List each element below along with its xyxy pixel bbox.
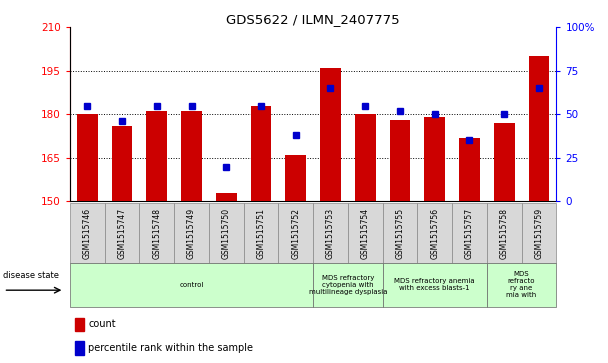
- Text: GSM1515755: GSM1515755: [395, 208, 404, 259]
- Bar: [417, 203, 452, 263]
- Text: GSM1515746: GSM1515746: [83, 208, 92, 259]
- Bar: [70, 203, 105, 263]
- Bar: [528, 56, 550, 201]
- Text: percentile rank within the sample: percentile rank within the sample: [88, 343, 254, 353]
- Text: GSM1515752: GSM1515752: [291, 208, 300, 259]
- Bar: [390, 120, 410, 201]
- Text: GSM1515757: GSM1515757: [465, 208, 474, 259]
- Bar: [313, 203, 348, 263]
- Text: GSM1515750: GSM1515750: [222, 208, 231, 259]
- Bar: [112, 126, 133, 201]
- Text: GSM1515759: GSM1515759: [534, 208, 544, 259]
- Bar: [285, 155, 306, 201]
- Bar: [487, 263, 556, 307]
- Bar: [77, 114, 98, 201]
- Text: MDS
refracto
ry ane
mia with: MDS refracto ry ane mia with: [506, 272, 537, 298]
- Bar: [382, 263, 487, 307]
- Bar: [105, 203, 139, 263]
- Bar: [348, 203, 382, 263]
- Bar: [313, 263, 382, 307]
- Text: control: control: [179, 282, 204, 288]
- Text: MDS refractory anemia
with excess blasts-1: MDS refractory anemia with excess blasts…: [395, 278, 475, 291]
- Bar: [139, 203, 174, 263]
- Bar: [244, 203, 278, 263]
- Title: GDS5622 / ILMN_2407775: GDS5622 / ILMN_2407775: [226, 13, 400, 26]
- Bar: [250, 106, 271, 201]
- Bar: [487, 203, 522, 263]
- Text: GSM1515756: GSM1515756: [430, 208, 439, 259]
- Bar: [75, 318, 83, 331]
- Text: count: count: [88, 319, 116, 330]
- Bar: [209, 203, 244, 263]
- Text: GSM1515747: GSM1515747: [117, 208, 126, 259]
- Bar: [174, 203, 209, 263]
- Text: disease state: disease state: [4, 271, 60, 280]
- Text: GSM1515749: GSM1515749: [187, 208, 196, 259]
- Bar: [522, 203, 556, 263]
- Text: GSM1515753: GSM1515753: [326, 208, 335, 259]
- Bar: [216, 193, 237, 201]
- Bar: [70, 263, 313, 307]
- Bar: [181, 111, 202, 201]
- Bar: [452, 203, 487, 263]
- Bar: [459, 138, 480, 201]
- Bar: [494, 123, 514, 201]
- Text: GSM1515751: GSM1515751: [257, 208, 266, 259]
- Text: GSM1515748: GSM1515748: [152, 208, 161, 259]
- Bar: [320, 68, 341, 201]
- Bar: [278, 203, 313, 263]
- Bar: [75, 342, 83, 355]
- Text: GSM1515758: GSM1515758: [500, 208, 509, 259]
- Bar: [424, 117, 445, 201]
- Text: GSM1515754: GSM1515754: [361, 208, 370, 259]
- Text: MDS refractory
cytopenia with
multilineage dysplasia: MDS refractory cytopenia with multilinea…: [309, 275, 387, 295]
- Bar: [355, 114, 376, 201]
- Bar: [147, 111, 167, 201]
- Bar: [382, 203, 417, 263]
